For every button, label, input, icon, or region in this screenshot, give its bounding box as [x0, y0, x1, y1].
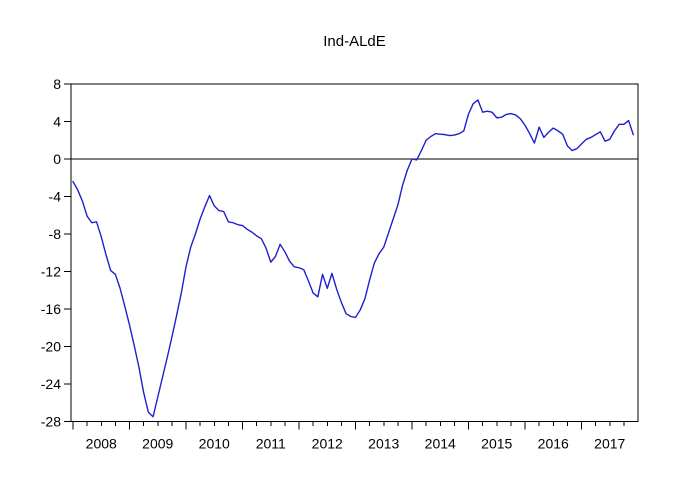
x-tick-label: 2015: [481, 436, 512, 452]
y-tick-label: -4: [49, 189, 62, 205]
y-tick-label: -28: [41, 414, 61, 430]
plot-border: [70, 83, 639, 422]
x-tick-label: 2011: [256, 436, 286, 452]
x-tick-label: 2017: [594, 436, 625, 452]
x-tick-label: 2008: [86, 436, 117, 452]
y-tick-label: 0: [53, 151, 61, 167]
y-tick-label: -8: [49, 226, 62, 242]
x-tick-label: 2016: [538, 436, 569, 452]
x-tick-label: 2014: [425, 436, 456, 452]
y-tick-label: 4: [53, 114, 61, 130]
y-tick-label: -20: [41, 339, 61, 355]
series-line: [72, 99, 634, 418]
x-tick-label: 2013: [368, 436, 399, 452]
y-tick-label: -24: [41, 376, 61, 392]
y-tick-label: -16: [41, 301, 61, 317]
x-tick-label: 2012: [312, 436, 343, 452]
x-tick-label: 2010: [199, 436, 230, 452]
y-tick-label: -12: [41, 264, 61, 280]
x-tick-label: 2009: [142, 436, 173, 452]
y-tick-label: 8: [53, 76, 61, 92]
chart-title: Ind-ALdE: [323, 33, 386, 50]
